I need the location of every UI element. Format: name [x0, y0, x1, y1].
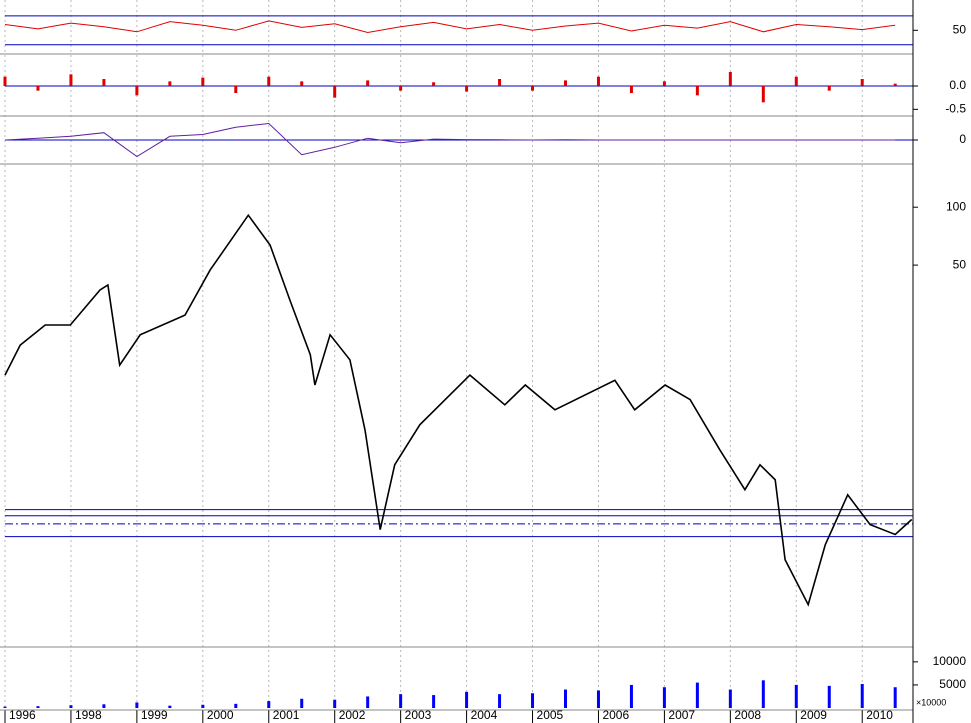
bar [662, 81, 666, 86]
bar [728, 689, 732, 708]
bar [333, 86, 337, 98]
bar [3, 76, 7, 86]
x-tick-label: 2006 [602, 708, 629, 722]
bar [36, 86, 40, 91]
bar [596, 690, 600, 708]
bar [893, 687, 897, 708]
y-tick-label: 100 [946, 199, 966, 213]
x-tick-label: 2005 [537, 708, 564, 722]
bar [629, 86, 633, 93]
bar [761, 680, 765, 708]
x-tick-label: 1998 [75, 708, 102, 722]
bar [827, 685, 831, 708]
bar [761, 86, 765, 103]
bar [333, 699, 337, 708]
x-tick-label: 2003 [405, 708, 432, 722]
bar [629, 684, 633, 708]
price-line [4, 122, 896, 158]
bar [201, 704, 205, 708]
y-tick-label: 0.0 [949, 78, 966, 92]
bar [465, 86, 469, 92]
bar [695, 682, 699, 708]
bar [399, 86, 403, 91]
bar [728, 72, 732, 86]
bar [432, 82, 436, 86]
bar [794, 684, 798, 708]
bar [300, 81, 304, 86]
bar [135, 86, 139, 96]
y-tick-label: 50 [953, 22, 967, 36]
bar [36, 706, 40, 708]
x-tick-label: 2002 [339, 708, 366, 722]
bar [498, 694, 502, 708]
bar [399, 694, 403, 708]
y-tick-label: 50 [953, 257, 967, 271]
bar [432, 695, 436, 708]
bar [827, 86, 831, 91]
bar [69, 74, 73, 86]
x-tick-label: 2009 [800, 708, 827, 722]
x-tick-label: 2008 [734, 708, 761, 722]
bar [563, 689, 567, 708]
y-tick-label: 5000 [939, 677, 966, 691]
bar [267, 76, 271, 86]
bar [465, 691, 469, 708]
x-tick-label: 2001 [273, 708, 300, 722]
x-tick-label: 2000 [207, 708, 234, 722]
bar [531, 86, 535, 91]
y-tick-label: -0.5 [945, 102, 966, 116]
bar [168, 705, 172, 708]
bar [69, 705, 73, 708]
bar [201, 77, 205, 86]
bar [234, 86, 238, 93]
bar [366, 80, 370, 86]
bar [794, 76, 798, 86]
bar [102, 704, 106, 708]
price-line [4, 20, 896, 34]
y-tick-label: 10000 [933, 654, 967, 668]
bar [267, 701, 271, 708]
bar [135, 702, 139, 708]
bar [596, 76, 600, 86]
bar [3, 706, 7, 708]
axis-unit: ×10000 [916, 697, 946, 707]
bar [168, 81, 172, 86]
bar [300, 698, 304, 708]
x-tick-label: 1996 [9, 708, 36, 722]
bar [531, 693, 535, 708]
price-line [4, 213, 913, 607]
bar [102, 79, 106, 86]
bar [893, 83, 897, 86]
x-tick-label: 2007 [668, 708, 695, 722]
x-tick-label: 2010 [866, 708, 893, 722]
bar [498, 79, 502, 86]
y-tick-label: 0 [959, 132, 966, 146]
bar [234, 703, 238, 708]
bar [860, 79, 864, 86]
bar [563, 80, 567, 86]
bar [860, 684, 864, 708]
bar [662, 687, 666, 708]
x-tick-label: 1999 [141, 708, 168, 722]
bar [366, 696, 370, 708]
bar [695, 86, 699, 96]
x-tick-label: 2004 [471, 708, 498, 722]
